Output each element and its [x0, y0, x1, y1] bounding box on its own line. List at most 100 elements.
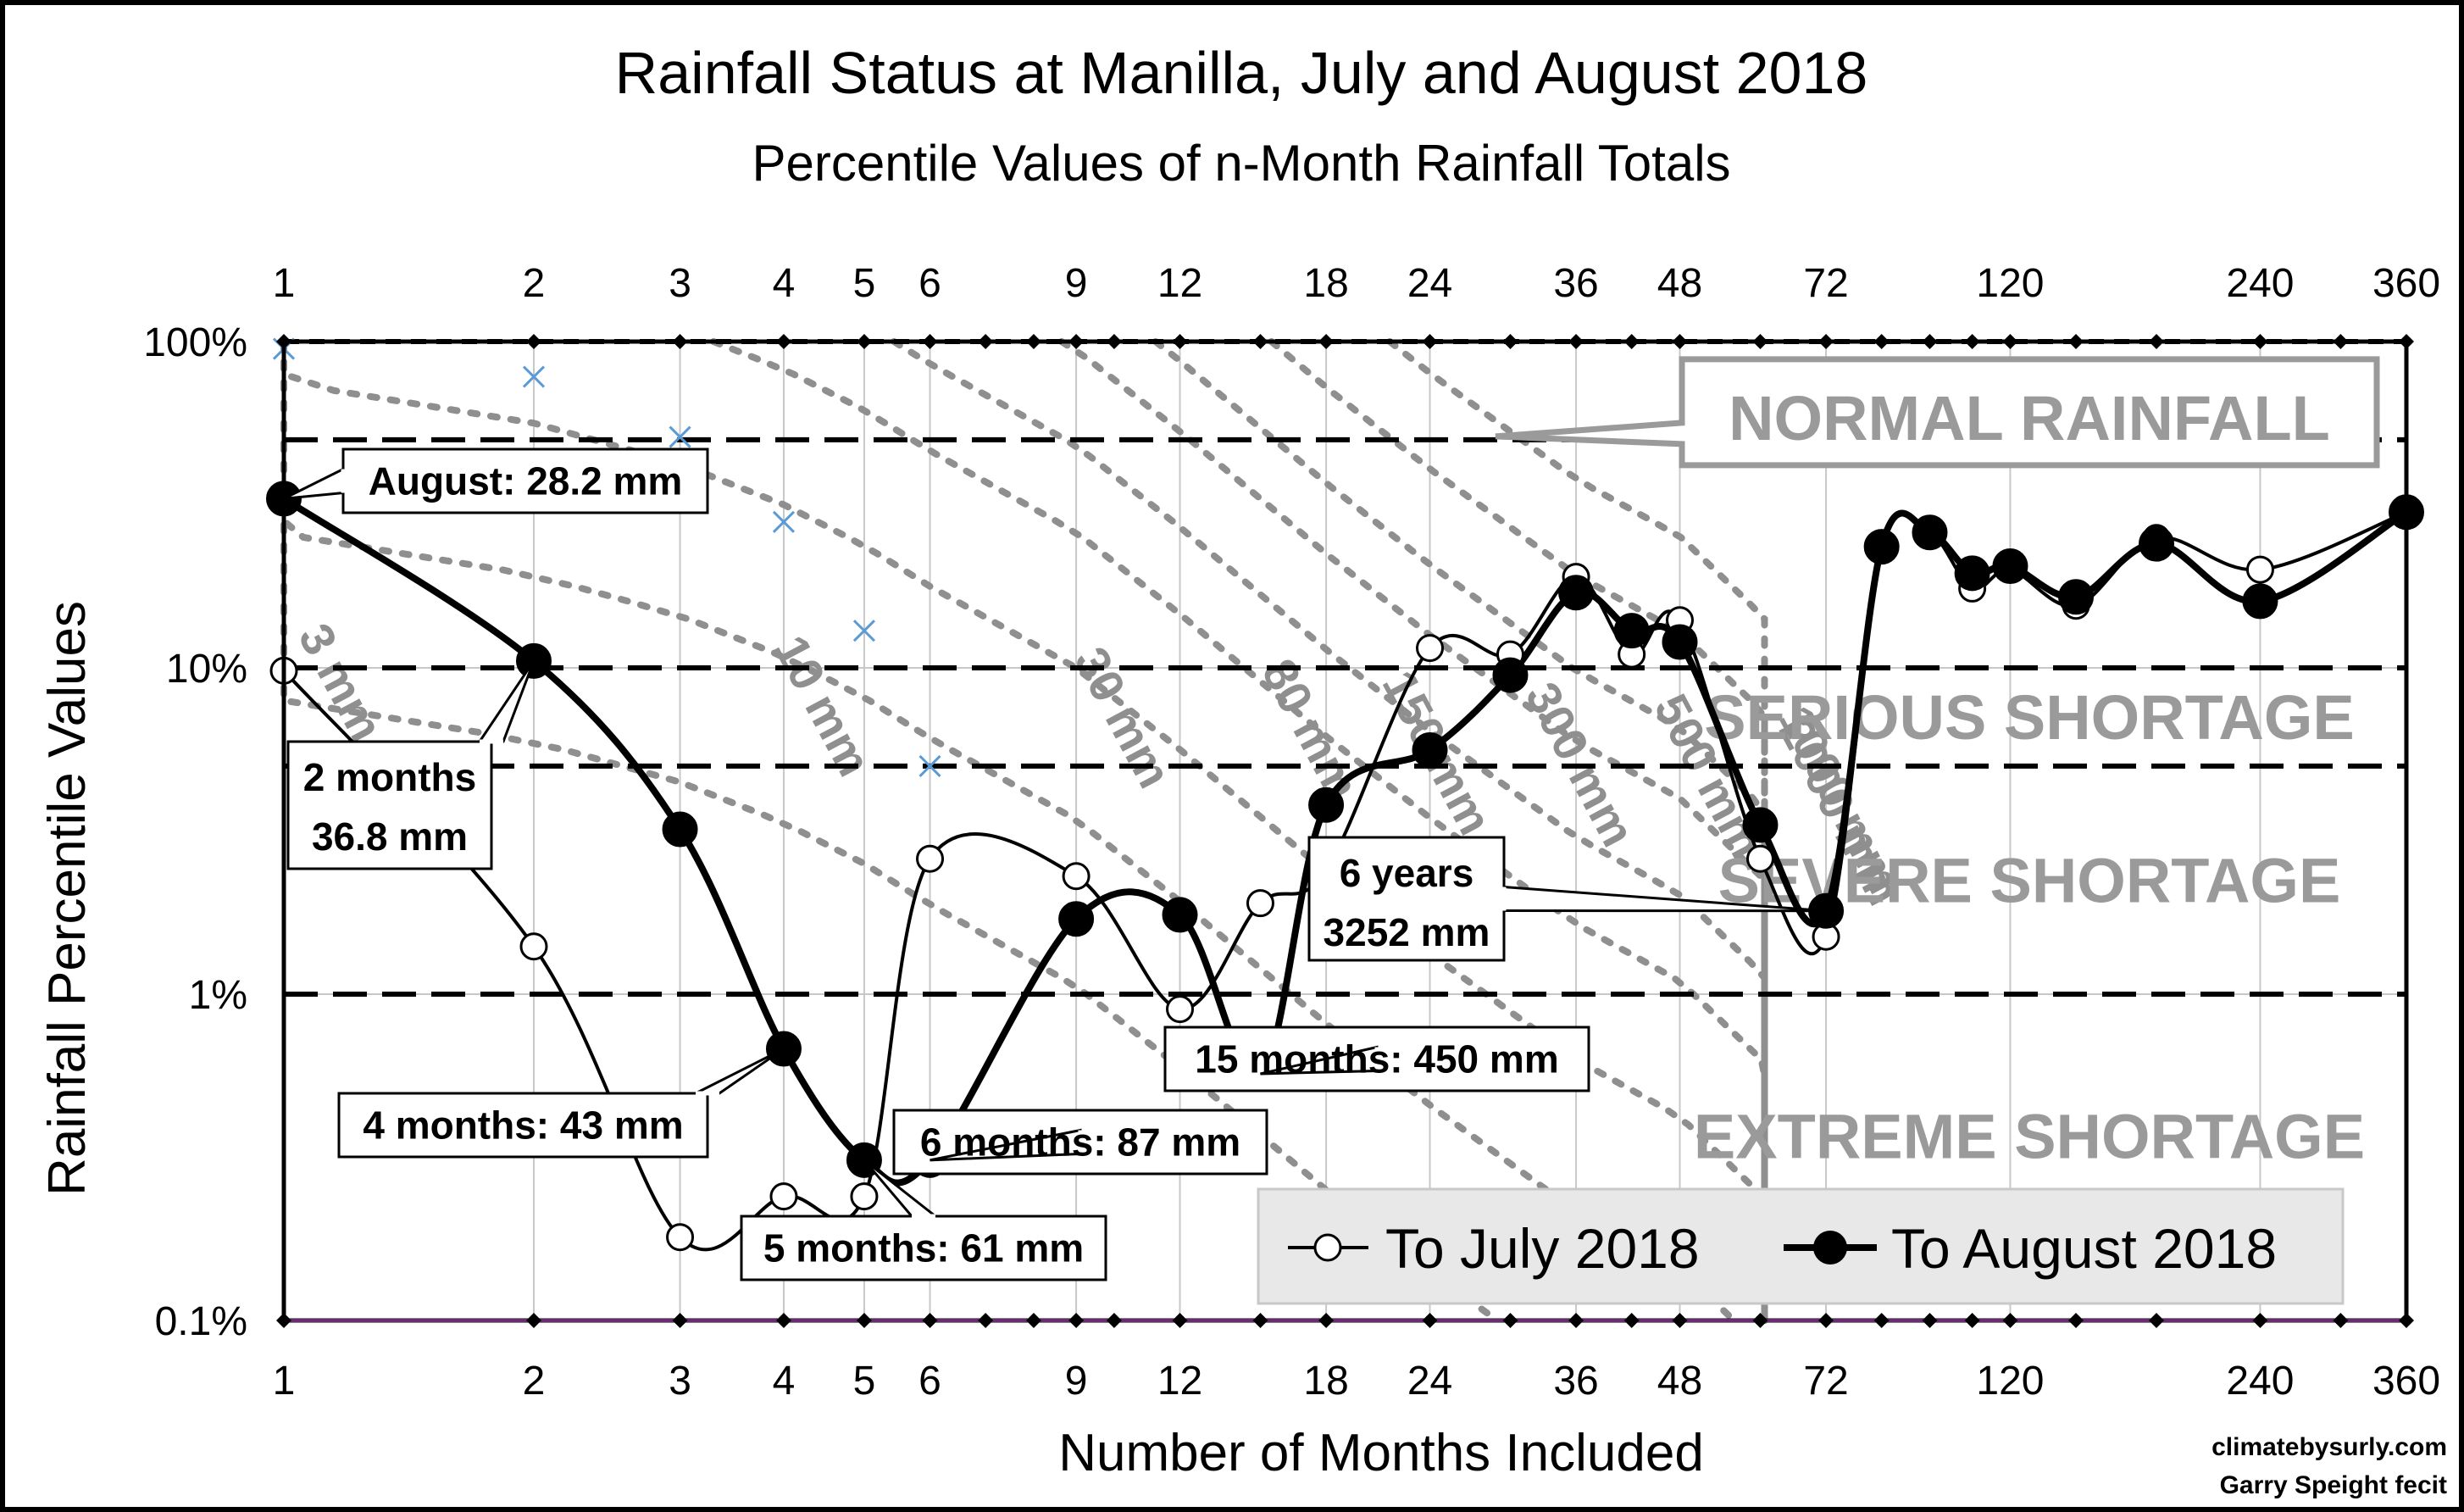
july-point — [1166, 995, 1195, 1024]
x-tick-marker — [2399, 334, 2414, 349]
x-tick-marker — [922, 1313, 938, 1328]
x-tick-marker — [525, 1313, 541, 1328]
x-tick-marker — [1752, 1313, 1768, 1328]
july-point — [1745, 844, 1774, 873]
july-point — [1246, 889, 1274, 918]
july-point — [2245, 555, 2274, 584]
legend-july-marker — [1313, 1233, 1342, 1262]
july-point — [519, 932, 548, 961]
callout-text: August: 28.2 mm — [369, 459, 683, 503]
august-point — [662, 811, 698, 848]
legend: To July 2018 To August 2018 — [1257, 1187, 2345, 1305]
august-point — [1308, 787, 1345, 823]
x-tick-label-bottom: 240 — [2226, 1359, 2294, 1404]
july-point — [666, 1223, 695, 1252]
x-tick-marker — [1025, 334, 1041, 349]
x-tick-label-bottom: 2 — [523, 1359, 546, 1404]
callout-box — [337, 1092, 709, 1159]
x-tick-label-top: 24 — [1407, 261, 1452, 306]
x-tick-marker — [1873, 1313, 1890, 1328]
axes: 1122334455669912121818242436364848727212… — [143, 261, 2440, 1404]
x-tick-marker — [1964, 334, 1980, 349]
x-tick-marker — [1922, 334, 1938, 349]
august-point — [1558, 575, 1595, 611]
july-point — [1062, 862, 1090, 891]
zone-label: SERIOUS SHORTAGE — [1704, 682, 2355, 753]
x-tick-marker — [1106, 1313, 1122, 1328]
chart-title: Rainfall Status at Manilla, July and Aug… — [615, 40, 1868, 106]
callout-box — [1307, 836, 1506, 962]
x-tick-marker — [2068, 1313, 2084, 1328]
august-point — [1412, 731, 1448, 768]
callout-4: 6 months: 87 mm — [892, 1109, 1268, 1176]
legend-august-marker — [1813, 1231, 1847, 1265]
x-tick-marker — [1252, 334, 1268, 349]
callout-text: 2 months — [303, 755, 476, 799]
zone-label: NORMAL RAINFALL — [1729, 383, 2330, 453]
x-tick-marker — [1422, 334, 1438, 349]
x-tick-label-bottom: 5 — [853, 1359, 876, 1404]
x-tick-label-top: 36 — [1553, 261, 1598, 306]
x-tick-marker — [978, 1313, 994, 1328]
july-point — [850, 1182, 879, 1211]
x-tick-marker — [1568, 1313, 1584, 1328]
isohyet-80mm — [710, 338, 1768, 1324]
credit-author: Garry Speight fecit — [2220, 1471, 2447, 1499]
isohyet-30mm — [280, 338, 1768, 1324]
x-tick-marker — [1252, 1313, 1268, 1328]
callout-6: 6 years 3252 mm — [1307, 836, 1827, 962]
x-tick-marker — [276, 1313, 291, 1328]
july-point — [916, 844, 945, 873]
callout-1: 2 months 36.8 mm — [286, 660, 536, 870]
x-tick-label-top: 6 — [918, 261, 941, 306]
x-tick-label-bottom: 36 — [1553, 1359, 1598, 1404]
callout-5: 15 months: 450 mm — [1163, 1026, 1590, 1092]
x-tick-marker — [1318, 334, 1335, 349]
august-point — [1912, 514, 1948, 551]
x-tick-marker — [1318, 1313, 1335, 1328]
x-tick-label-bottom: 18 — [1303, 1359, 1348, 1404]
x-tick-label-top: 72 — [1803, 261, 1848, 306]
x-tick-label-bottom: 120 — [1976, 1359, 2044, 1404]
x-tick-label-top: 360 — [2372, 261, 2440, 306]
callout-box — [341, 447, 709, 514]
x-tick-marker — [1068, 334, 1085, 349]
august-point — [1492, 657, 1529, 693]
x-tick-marker — [2068, 334, 2084, 349]
x-tick-marker — [2149, 334, 2165, 349]
callout-annotations: August: 28.2 mm 2 months 36.8 mm 4 months: … — [283, 447, 1827, 1281]
x-tick-marker — [1422, 1313, 1438, 1328]
y-tick-label: 100% — [143, 320, 247, 365]
x-tick-marker — [525, 334, 541, 349]
callout-3: 5 months: 61 mm — [740, 1159, 1107, 1281]
x-tick-label-top: 12 — [1157, 261, 1202, 306]
x-tick-marker — [1964, 1313, 1980, 1328]
x-tick-marker — [2399, 1313, 2414, 1328]
x-tick-label-top: 18 — [1303, 261, 1348, 306]
callout-text: 3252 mm — [1324, 910, 1490, 954]
x-tick-label-top: 120 — [1976, 261, 2044, 306]
x-tick-marker — [1025, 1313, 1041, 1328]
x-tick-label-bottom: 4 — [773, 1359, 796, 1404]
chart-subtitle: Percentile Values of n-Month Rainfall To… — [752, 135, 1730, 192]
august-point — [1162, 897, 1198, 933]
credit-site: climatebysurly.com — [2211, 1433, 2447, 1461]
x-tick-label-bottom: 12 — [1157, 1359, 1202, 1404]
x-tick-marker — [1672, 334, 1688, 349]
zone-1: SERIOUS SHORTAGE — [1704, 682, 2355, 753]
x-tick-label-top: 2 — [523, 261, 546, 306]
zone-0: NORMAL RAINFALL — [1495, 356, 2380, 469]
x-tick-label-bottom: 6 — [918, 1359, 941, 1404]
x-tick-marker — [1922, 1313, 1938, 1328]
x-tick-label-bottom: 72 — [1803, 1359, 1848, 1404]
august-point — [1742, 807, 1779, 843]
x-tick-marker — [2333, 334, 2349, 349]
callout-text: 6 months: 87 mm — [920, 1120, 1240, 1165]
july-point — [1416, 634, 1445, 663]
x-tick-label-bottom: 3 — [669, 1359, 691, 1404]
x-tick-marker — [1672, 1313, 1688, 1328]
x-tick-label-top: 4 — [773, 261, 796, 306]
x-tick-marker — [1172, 1313, 1188, 1328]
august-point — [2242, 583, 2278, 620]
x-tick-marker — [2252, 1313, 2268, 1328]
